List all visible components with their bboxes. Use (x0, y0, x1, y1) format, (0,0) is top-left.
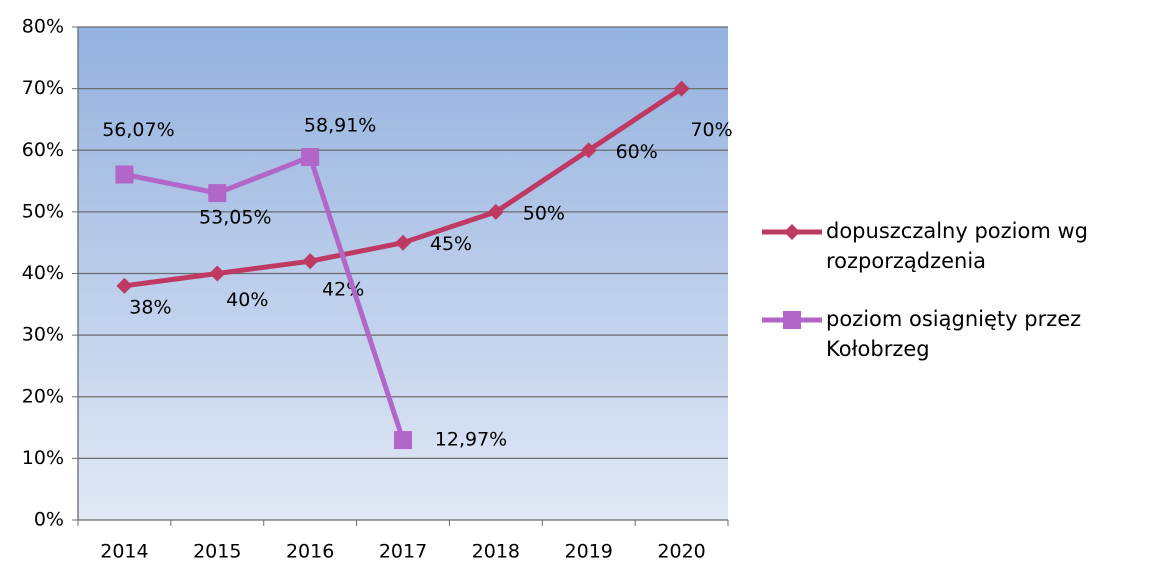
data-label: 40% (226, 289, 268, 311)
x-tick-label: 2014 (100, 541, 148, 563)
y-tick-label: 20% (22, 385, 64, 407)
data-point (394, 431, 412, 450)
y-tick-label: 10% (22, 447, 64, 469)
data-label: 70% (690, 119, 732, 141)
data-point (208, 184, 227, 203)
y-tick-label: 80% (22, 16, 64, 38)
data-label: 38% (129, 296, 171, 318)
y-tick-label: 50% (22, 200, 64, 222)
legend-marker (783, 311, 801, 329)
data-point (580, 142, 597, 159)
data-label: 58,91% (304, 114, 376, 136)
data-label: 60% (616, 141, 658, 163)
data-label: 45% (430, 233, 472, 255)
x-tick-label: 2016 (286, 541, 334, 563)
x-tick-label: 2015 (193, 541, 241, 563)
legend-label: dopuszczalny poziom wg rozporządzenia (826, 219, 1088, 273)
series-line (123, 154, 406, 441)
x-tick-label: 2020 (657, 541, 705, 563)
x-tick-label: 2018 (472, 541, 520, 563)
data-label: 12,97% (435, 429, 507, 451)
data-point (209, 265, 226, 282)
data-point (116, 277, 133, 294)
data-point (487, 203, 504, 220)
legend-label: poziom osiągnięty przez Kołobrzeg (826, 307, 1082, 361)
x-tick-label: 2019 (565, 541, 613, 563)
data-point (395, 234, 411, 251)
data-label: 53,05% (199, 207, 271, 229)
data-point (302, 253, 319, 270)
data-label: 50% (523, 202, 565, 224)
data-label: 56,07% (102, 119, 174, 141)
y-tick-label: 30% (22, 324, 64, 346)
x-tick-label: 2017 (379, 541, 427, 563)
data-point (301, 147, 320, 166)
data-point (115, 165, 134, 184)
legend-marker (784, 224, 800, 240)
y-tick-label: 60% (22, 139, 64, 161)
data-point (673, 80, 690, 97)
y-tick-label: 70% (22, 77, 64, 99)
y-tick-label: 40% (22, 262, 64, 284)
y-tick-label: 0% (34, 509, 64, 531)
